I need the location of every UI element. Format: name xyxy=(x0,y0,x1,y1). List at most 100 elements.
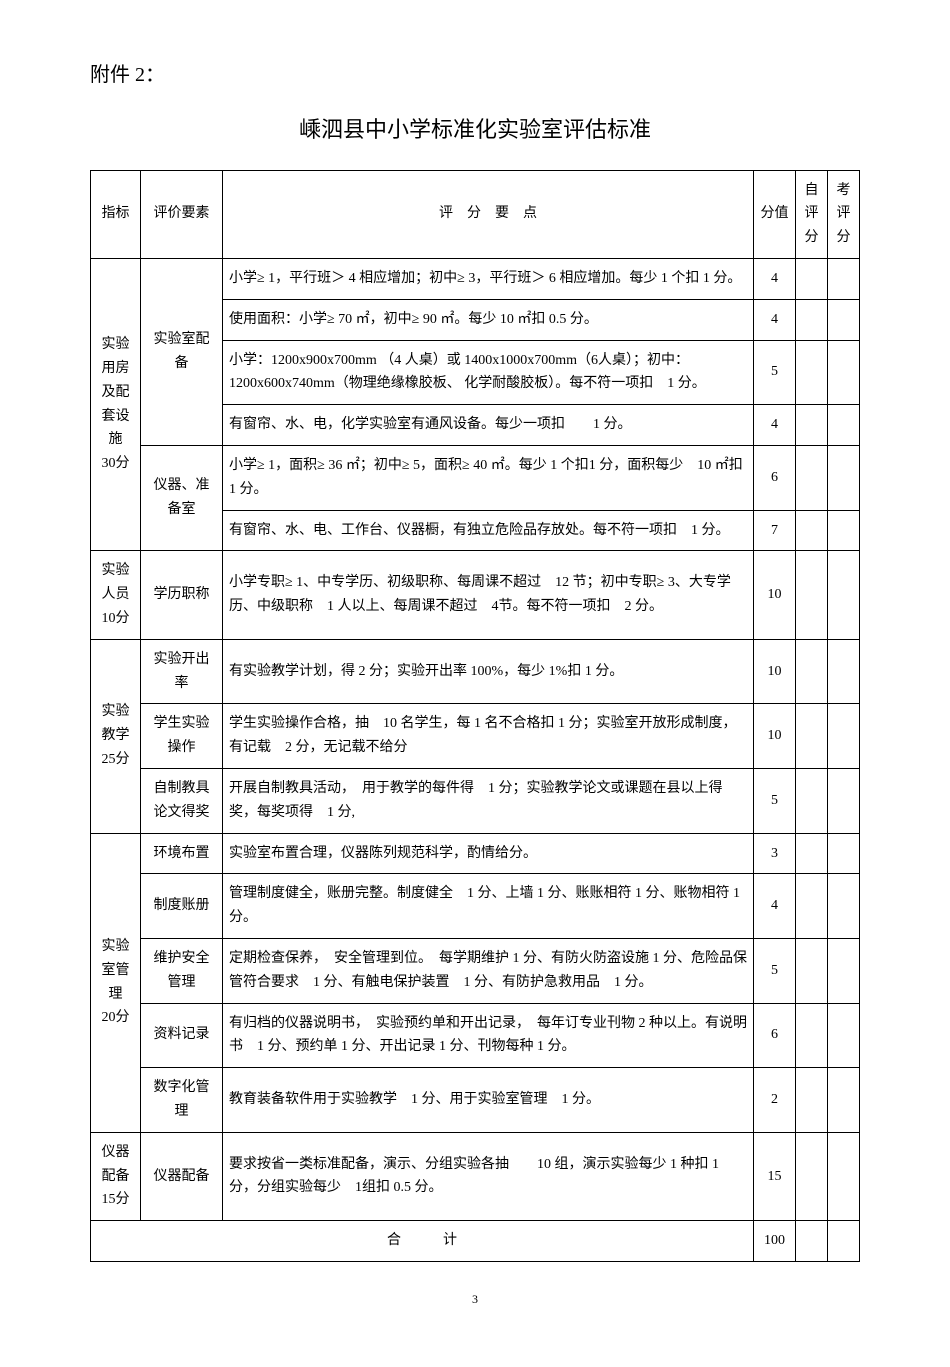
page-number: 3 xyxy=(90,1292,860,1307)
table-row: 数字化管理教育装备软件用于实验教学 1 分、用于实验室管理 1 分。2 xyxy=(91,1068,860,1133)
criteria-cell: 教育装备软件用于实验教学 1 分、用于实验室管理 1 分。 xyxy=(223,1068,754,1133)
assess-score-cell xyxy=(828,340,860,405)
indicator-cell: 仪器配备15分 xyxy=(91,1132,141,1220)
assess-score-cell xyxy=(828,874,860,939)
header-indicator: 指标 xyxy=(91,170,141,258)
self-score-cell xyxy=(796,445,828,510)
self-score-cell xyxy=(796,768,828,833)
criteria-cell: 有归档的仪器说明书， 实验预约单和开出记录， 每年订专业刊物 2 种以上。有说明… xyxy=(223,1003,754,1068)
header-criteria: 评 分 要 点 xyxy=(223,170,754,258)
table-row: 自制教具论文得奖开展自制教具活动， 用于教学的每件得 1 分；实验教学论文或课题… xyxy=(91,768,860,833)
assess-score-cell xyxy=(828,1132,860,1220)
assess-score-cell xyxy=(828,445,860,510)
criteria-cell: 有实验教学计划，得 2 分；实验开出率 100%，每少 1%扣 1 分。 xyxy=(223,639,754,704)
element-cell: 仪器配备 xyxy=(141,1132,223,1220)
self-score-cell xyxy=(796,405,828,446)
assess-score-cell xyxy=(828,551,860,639)
assess-score-cell xyxy=(828,1068,860,1133)
self-score-cell xyxy=(796,938,828,1003)
criteria-cell: 实验室布置合理，仪器陈列规范科学，酌情给分。 xyxy=(223,833,754,874)
indicator-cell: 实验室管理20分 xyxy=(91,833,141,1132)
evaluation-table: 指标 评价要素 评 分 要 点 分值 自评分 考评分 实验用房及配套设施30分实… xyxy=(90,170,860,1262)
element-cell: 学历职称 xyxy=(141,551,223,639)
score-cell: 4 xyxy=(754,405,796,446)
score-cell: 7 xyxy=(754,510,796,551)
assess-score-cell xyxy=(828,299,860,340)
header-self-score: 自评分 xyxy=(796,170,828,258)
score-cell: 5 xyxy=(754,340,796,405)
table-row: 实验用房及配套设施30分实验室配备小学≥ 1，平行班＞ 4 相应增加；初中≥ 3… xyxy=(91,258,860,299)
element-cell: 环境布置 xyxy=(141,833,223,874)
assess-score-cell xyxy=(828,639,860,704)
total-assess-cell xyxy=(828,1221,860,1262)
assess-score-cell xyxy=(828,510,860,551)
element-cell: 学生实验操作 xyxy=(141,704,223,769)
element-cell: 资料记录 xyxy=(141,1003,223,1068)
criteria-cell: 小学专职≥ 1、中专学历、初级职称、每周课不超过 12 节；初中专职≥ 3、大专… xyxy=(223,551,754,639)
element-cell: 维护安全管理 xyxy=(141,938,223,1003)
self-score-cell xyxy=(796,1003,828,1068)
assess-score-cell xyxy=(828,258,860,299)
table-row: 维护安全管理定期检查保养， 安全管理到位。 每学期维护 1 分、有防火防盗设施 … xyxy=(91,938,860,1003)
criteria-cell: 定期检查保养， 安全管理到位。 每学期维护 1 分、有防火防盗设施 1 分、危险… xyxy=(223,938,754,1003)
table-header-row: 指标 评价要素 评 分 要 点 分值 自评分 考评分 xyxy=(91,170,860,258)
assess-score-cell xyxy=(828,704,860,769)
self-score-cell xyxy=(796,551,828,639)
score-cell: 4 xyxy=(754,258,796,299)
assess-score-cell xyxy=(828,405,860,446)
criteria-cell: 小学≥ 1，面积≥ 36 ㎡；初中≥ 5，面积≥ 40 ㎡。每少 1 个扣1 分… xyxy=(223,445,754,510)
element-cell: 实验开出率 xyxy=(141,639,223,704)
header-assess-score: 考评分 xyxy=(828,170,860,258)
table-row: 学生实验操作学生实验操作合格，抽 10 名学生，每 1 名不合格扣 1 分；实验… xyxy=(91,704,860,769)
criteria-cell: 小学：1200x900x700mm （4 人桌）或 1400x1000x700m… xyxy=(223,340,754,405)
score-cell: 5 xyxy=(754,768,796,833)
element-cell: 制度账册 xyxy=(141,874,223,939)
score-cell: 15 xyxy=(754,1132,796,1220)
assess-score-cell xyxy=(828,1003,860,1068)
self-score-cell xyxy=(796,1132,828,1220)
table-row: 实验教学25分实验开出率有实验教学计划，得 2 分；实验开出率 100%，每少 … xyxy=(91,639,860,704)
criteria-cell: 开展自制教具活动， 用于教学的每件得 1 分；实验教学论文或课题在县以上得奖，每… xyxy=(223,768,754,833)
self-score-cell xyxy=(796,299,828,340)
attachment-label: 附件 2： xyxy=(90,60,860,90)
indicator-cell: 实验人员10分 xyxy=(91,551,141,639)
table-row: 实验室管理20分环境布置实验室布置合理，仪器陈列规范科学，酌情给分。3 xyxy=(91,833,860,874)
self-score-cell xyxy=(796,1068,828,1133)
table-row: 仪器、准备室小学≥ 1，面积≥ 36 ㎡；初中≥ 5，面积≥ 40 ㎡。每少 1… xyxy=(91,445,860,510)
element-cell: 仪器、准备室 xyxy=(141,445,223,550)
criteria-cell: 学生实验操作合格，抽 10 名学生，每 1 名不合格扣 1 分；实验室开放形成制… xyxy=(223,704,754,769)
score-cell: 6 xyxy=(754,445,796,510)
criteria-cell: 要求按省一类标准配备，演示、分组实验各抽 10 组，演示实验每少 1 种扣 1 … xyxy=(223,1132,754,1220)
table-row: 制度账册管理制度健全，账册完整。制度健全 1 分、上墙 1 分、账账相符 1 分… xyxy=(91,874,860,939)
self-score-cell xyxy=(796,639,828,704)
criteria-cell: 管理制度健全，账册完整。制度健全 1 分、上墙 1 分、账账相符 1 分、账物相… xyxy=(223,874,754,939)
self-score-cell xyxy=(796,704,828,769)
self-score-cell xyxy=(796,874,828,939)
table-row: 仪器配备15分仪器配备要求按省一类标准配备，演示、分组实验各抽 10 组，演示实… xyxy=(91,1132,860,1220)
score-cell: 4 xyxy=(754,874,796,939)
table-row: 实验人员10分学历职称小学专职≥ 1、中专学历、初级职称、每周课不超过 12 节… xyxy=(91,551,860,639)
self-score-cell xyxy=(796,258,828,299)
indicator-cell: 实验用房及配套设施30分 xyxy=(91,258,141,550)
assess-score-cell xyxy=(828,938,860,1003)
page-title: 嵊泗县中小学标准化实验室评估标准 xyxy=(90,110,860,150)
score-cell: 6 xyxy=(754,1003,796,1068)
criteria-cell: 有窗帘、水、电、工作台、仪器橱，有独立危险品存放处。每不符一项扣 1 分。 xyxy=(223,510,754,551)
criteria-cell: 有窗帘、水、电，化学实验室有通风设备。每少一项扣 1 分。 xyxy=(223,405,754,446)
criteria-cell: 小学≥ 1，平行班＞ 4 相应增加；初中≥ 3，平行班＞ 6 相应增加。每少 1… xyxy=(223,258,754,299)
element-cell: 数字化管理 xyxy=(141,1068,223,1133)
assess-score-cell xyxy=(828,768,860,833)
self-score-cell xyxy=(796,833,828,874)
table-row: 资料记录有归档的仪器说明书， 实验预约单和开出记录， 每年订专业刊物 2 种以上… xyxy=(91,1003,860,1068)
self-score-cell xyxy=(796,340,828,405)
self-score-cell xyxy=(796,510,828,551)
score-cell: 10 xyxy=(754,639,796,704)
score-cell: 4 xyxy=(754,299,796,340)
indicator-cell: 实验教学25分 xyxy=(91,639,141,833)
score-cell: 10 xyxy=(754,704,796,769)
element-cell: 自制教具论文得奖 xyxy=(141,768,223,833)
score-cell: 10 xyxy=(754,551,796,639)
header-element: 评价要素 xyxy=(141,170,223,258)
total-self-cell xyxy=(796,1221,828,1262)
score-cell: 5 xyxy=(754,938,796,1003)
